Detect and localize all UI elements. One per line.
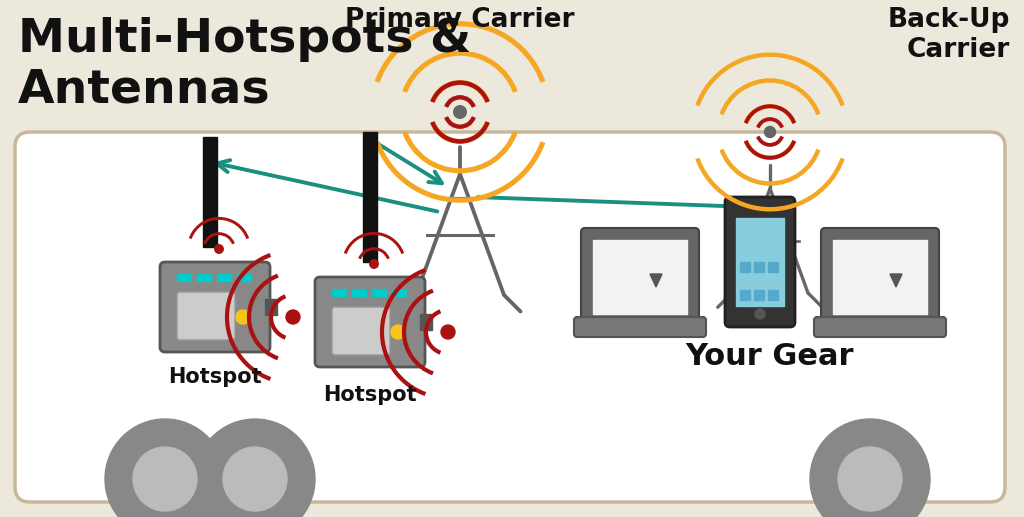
Polygon shape <box>890 274 902 287</box>
FancyBboxPatch shape <box>315 277 425 367</box>
Bar <box>768 262 778 272</box>
Bar <box>217 274 231 281</box>
FancyBboxPatch shape <box>332 307 390 355</box>
Text: Primary Carrier: Primary Carrier <box>345 7 574 33</box>
Bar <box>833 240 927 314</box>
FancyBboxPatch shape <box>821 228 939 326</box>
FancyBboxPatch shape <box>177 292 234 340</box>
Bar <box>203 137 217 247</box>
Bar <box>352 289 366 296</box>
Bar <box>754 262 764 272</box>
Bar <box>237 274 251 281</box>
Circle shape <box>810 419 930 517</box>
Circle shape <box>286 310 300 324</box>
FancyBboxPatch shape <box>814 317 946 337</box>
FancyBboxPatch shape <box>581 228 699 326</box>
Circle shape <box>133 447 197 511</box>
Circle shape <box>236 310 250 324</box>
Bar <box>265 299 278 315</box>
Bar <box>740 290 750 300</box>
Text: Hotspot: Hotspot <box>324 385 417 405</box>
Bar <box>177 274 191 281</box>
Polygon shape <box>650 274 662 287</box>
Bar <box>372 289 386 296</box>
Circle shape <box>391 325 406 339</box>
Bar <box>420 314 432 330</box>
Text: Your Gear: Your Gear <box>686 342 854 371</box>
Bar <box>197 274 211 281</box>
Text: Hotspot: Hotspot <box>168 367 262 387</box>
Bar <box>362 132 377 262</box>
Bar <box>768 290 778 300</box>
FancyBboxPatch shape <box>160 262 270 352</box>
Circle shape <box>454 105 466 118</box>
Bar <box>736 218 784 306</box>
Circle shape <box>195 419 315 517</box>
Circle shape <box>105 419 225 517</box>
FancyBboxPatch shape <box>574 317 706 337</box>
Bar <box>593 240 687 314</box>
Circle shape <box>838 447 902 511</box>
Bar <box>332 289 346 296</box>
FancyBboxPatch shape <box>15 132 1005 502</box>
Bar <box>392 289 406 296</box>
Circle shape <box>370 260 378 268</box>
Text: Multi-Hotspots &
Antennas: Multi-Hotspots & Antennas <box>18 17 471 112</box>
Circle shape <box>441 325 455 339</box>
Bar <box>740 262 750 272</box>
Circle shape <box>765 127 775 138</box>
FancyBboxPatch shape <box>725 197 795 327</box>
Bar <box>754 290 764 300</box>
Text: Back-Up
Carrier: Back-Up Carrier <box>888 7 1010 63</box>
Circle shape <box>755 309 765 319</box>
Circle shape <box>223 447 287 511</box>
Circle shape <box>215 245 223 253</box>
